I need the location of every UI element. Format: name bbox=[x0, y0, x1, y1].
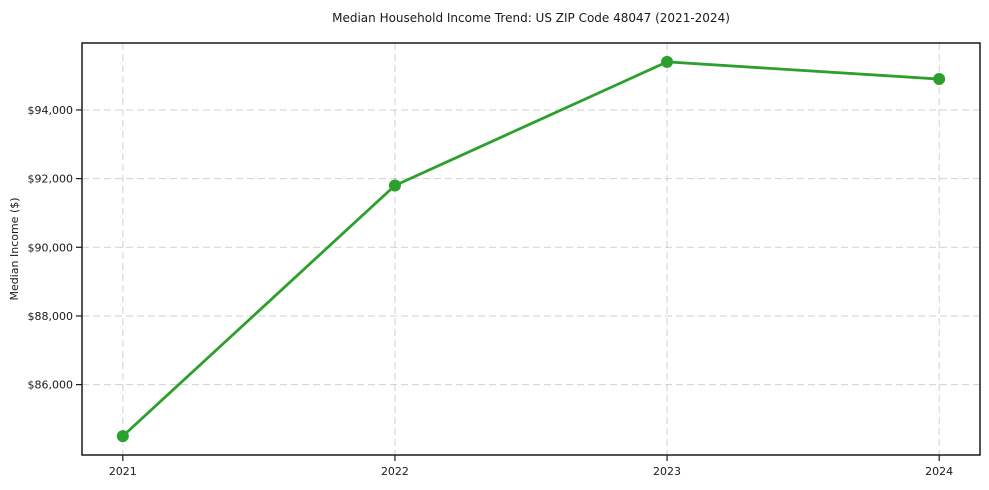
gridlines bbox=[82, 43, 980, 455]
x-tick-label: 2021 bbox=[109, 465, 137, 478]
data-line bbox=[121, 60, 941, 438]
y-axis-label: Median Income ($) bbox=[8, 197, 21, 300]
axes: $86,000 $88,000 $90,000 $92,000 $94,000 2021 2… bbox=[28, 104, 954, 478]
data-point-marker bbox=[933, 73, 946, 86]
y-tick-label: $94,000 bbox=[28, 104, 74, 117]
data-point-marker bbox=[388, 179, 401, 192]
x-tick-label: 2024 bbox=[925, 465, 953, 478]
y-tick-label: $86,000 bbox=[28, 379, 74, 392]
y-tick-label: $92,000 bbox=[28, 173, 74, 186]
x-tick-label: 2023 bbox=[653, 465, 681, 478]
y-tick-label: $90,000 bbox=[28, 241, 74, 254]
data-point-marker bbox=[661, 55, 674, 68]
x-tick-label: 2022 bbox=[381, 465, 409, 478]
plot-border bbox=[81, 42, 981, 456]
chart-title: Median Household Income Trend: US ZIP Co… bbox=[332, 11, 730, 25]
data-series bbox=[116, 55, 946, 443]
data-point-marker bbox=[116, 430, 129, 443]
y-tick-label: $88,000 bbox=[28, 310, 74, 323]
